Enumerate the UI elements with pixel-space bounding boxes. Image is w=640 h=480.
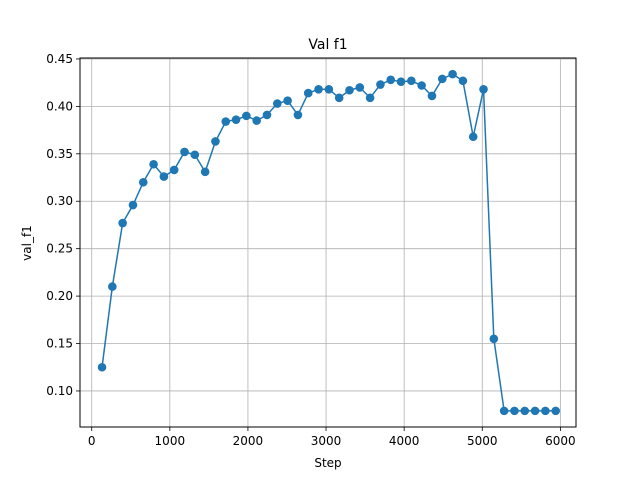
- x-tick-label: 3000: [311, 434, 342, 448]
- data-point: [252, 116, 261, 125]
- axes-frame: [79, 57, 577, 428]
- data-point: [169, 165, 179, 175]
- data-point: [386, 75, 396, 85]
- data-point: [499, 406, 509, 416]
- y-tick-label: 0.10: [46, 384, 73, 398]
- data-point: [283, 96, 292, 105]
- data-point: [190, 150, 200, 160]
- x-tick-label: 6000: [545, 434, 576, 448]
- data-point: [551, 406, 560, 416]
- y-axis-label: val_f1: [20, 225, 34, 261]
- data-point: [149, 159, 158, 169]
- data-point: [417, 81, 426, 90]
- y-tick-label: 0.20: [46, 289, 73, 303]
- x-tick-label: 2000: [233, 434, 264, 448]
- x-tick-label: 4000: [389, 434, 420, 448]
- data-point: [468, 132, 478, 142]
- data-point: [437, 74, 447, 84]
- y-tick-label: 0.40: [46, 99, 73, 113]
- x-axis-label: Step: [314, 456, 341, 470]
- data-point: [324, 85, 334, 94]
- y-tick-label: 0.35: [46, 147, 73, 161]
- data-point: [314, 85, 323, 94]
- data-point: [159, 172, 169, 181]
- data-series: [97, 69, 560, 416]
- y-tick-label: 0.30: [46, 194, 73, 208]
- data-point: [221, 117, 231, 126]
- x-tick-label: 5000: [467, 434, 498, 448]
- data-point: [345, 85, 354, 95]
- chart-title: Val f1: [308, 37, 347, 53]
- data-point: [407, 76, 416, 86]
- data-point: [262, 110, 272, 120]
- y-tick-label: 0.45: [46, 52, 73, 66]
- data-point: [200, 167, 210, 177]
- data-point: [303, 88, 313, 98]
- data-point: [180, 147, 189, 157]
- data-point: [293, 110, 303, 120]
- x-tick-label: 0: [88, 434, 96, 448]
- data-point: [211, 137, 220, 146]
- data-point: [541, 406, 550, 416]
- y-axis-ticks: 0.10 0.15 0.20 0.25 0.30 0.35 0.40 0.45: [46, 52, 80, 398]
- data-point: [458, 76, 468, 86]
- plot-area: [80, 58, 576, 427]
- data-point: [242, 111, 251, 121]
- x-axis-ticks: 0 1000 2000 3000 4000 5000 6000: [88, 427, 576, 448]
- data-point: [334, 93, 344, 103]
- data-point: [530, 406, 540, 416]
- data-point: [118, 218, 127, 228]
- data-point: [128, 200, 138, 210]
- data-point: [273, 99, 282, 108]
- data-point: [355, 83, 365, 92]
- y-tick-label: 0.25: [46, 242, 73, 256]
- data-point: [427, 91, 437, 101]
- data-point: [510, 406, 519, 416]
- data-point: [97, 362, 107, 372]
- data-point: [396, 77, 406, 87]
- y-tick-label: 0.15: [46, 337, 73, 351]
- data-point: [448, 69, 457, 79]
- data-point: [108, 282, 117, 291]
- data-point: [479, 85, 488, 94]
- data-point: [138, 177, 148, 187]
- x-tick-label: 1000: [155, 434, 186, 448]
- data-point: [520, 406, 530, 416]
- data-point: [231, 115, 241, 124]
- data-point: [489, 334, 499, 344]
- data-point: [376, 80, 385, 89]
- data-point: [365, 93, 375, 103]
